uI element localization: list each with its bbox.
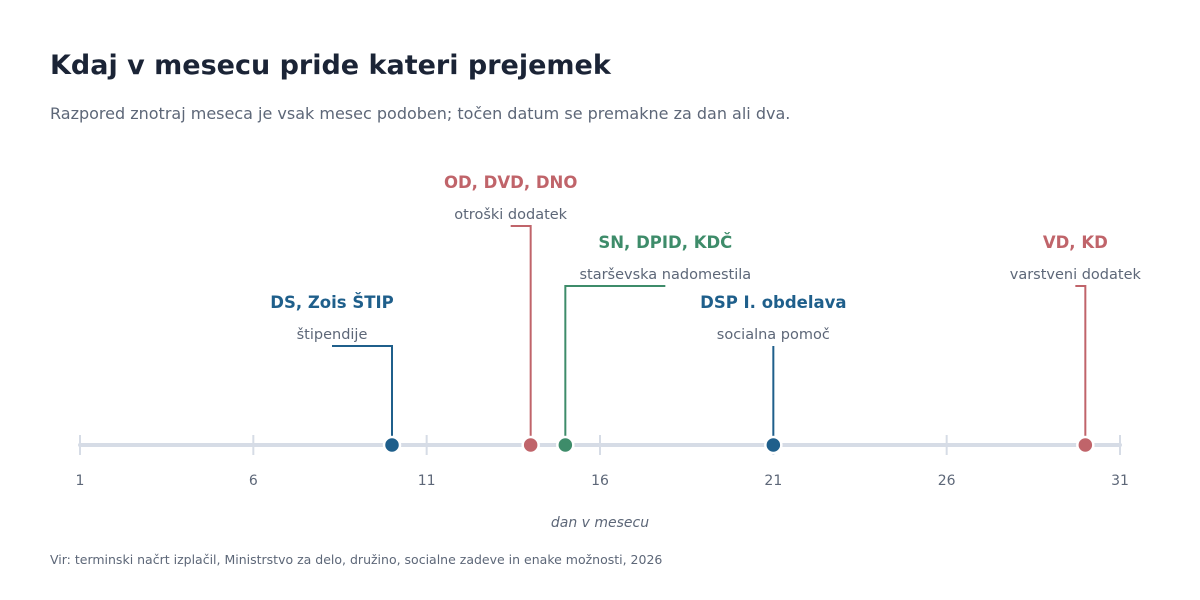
event-leader-line — [332, 345, 393, 445]
event-marker — [521, 435, 540, 455]
event-marker — [764, 435, 783, 455]
event-markers: DS, Zois ŠTIP štipendije OD, DVD, DNO otroš… — [270, 173, 1142, 455]
tick-label: 21 — [764, 473, 782, 489]
tick-label: 1 — [76, 473, 85, 489]
source-note: Vir: terminski načrt izplačil, Ministrst… — [50, 552, 663, 567]
event-group: OD, DVD, DNO otroški dodatek — [444, 173, 577, 455]
chart-title: Kdaj v mesecu pride kateri prejemek — [50, 50, 611, 81]
event-group: DSP I. obdelava socialna pomoč — [700, 293, 847, 455]
event-marker — [382, 435, 402, 455]
tick-label: 31 — [1111, 473, 1129, 489]
tick-label: 26 — [938, 473, 956, 489]
event-label: DS, Zois ŠTIP — [270, 293, 393, 312]
event-leader-line — [510, 225, 532, 445]
event-description: otroški dodatek — [454, 207, 567, 223]
event-label: SN, DPID, KDČ — [598, 233, 732, 252]
tick-label: 6 — [249, 473, 258, 489]
event-group: DS, Zois ŠTIP štipendije — [270, 293, 402, 455]
chart-subtitle: Razpored znotraj meseca je vsak mesec po… — [50, 104, 791, 123]
event-marker — [556, 435, 575, 455]
event-label: OD, DVD, DNO — [444, 173, 577, 192]
event-leader-line — [564, 285, 666, 445]
event-marker — [1076, 435, 1095, 455]
event-description: varstveni dodatek — [1010, 267, 1142, 283]
tick-label: 16 — [591, 473, 609, 489]
event-group: VD, KD varstveni dodatek — [1010, 233, 1142, 455]
event-leader-line — [1075, 285, 1087, 445]
event-description: štipendije — [297, 327, 368, 343]
event-label: VD, KD — [1043, 233, 1108, 252]
x-axis-label: dan v mesecu — [551, 515, 649, 531]
event-description: starševska nadomestila — [579, 267, 751, 283]
event-label: DSP I. obdelava — [700, 293, 846, 312]
event-group: SN, DPID, KDČ starševska nadomestila — [556, 233, 751, 455]
tick-label: 11 — [418, 473, 436, 489]
event-description: socialna pomoč — [717, 327, 830, 343]
